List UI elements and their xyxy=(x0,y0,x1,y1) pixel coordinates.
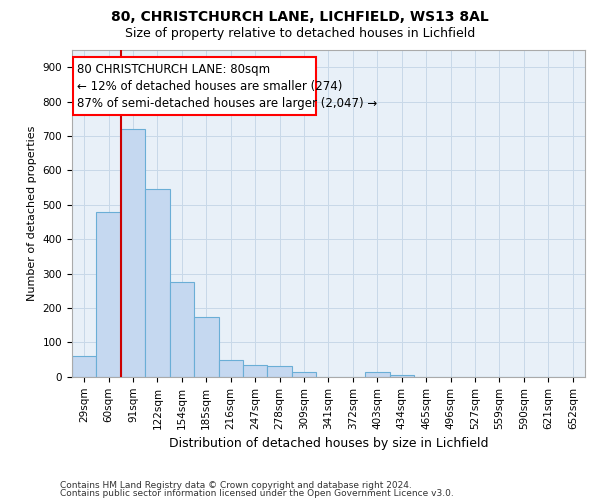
Text: Contains HM Land Registry data © Crown copyright and database right 2024.: Contains HM Land Registry data © Crown c… xyxy=(60,481,412,490)
FancyBboxPatch shape xyxy=(73,57,316,116)
Bar xyxy=(365,372,389,377)
Bar xyxy=(389,375,414,377)
Text: 80, CHRISTCHURCH LANE, LICHFIELD, WS13 8AL: 80, CHRISTCHURCH LANE, LICHFIELD, WS13 8… xyxy=(111,10,489,24)
Bar xyxy=(97,212,121,377)
Bar xyxy=(170,282,194,377)
Bar xyxy=(268,366,292,377)
Text: Size of property relative to detached houses in Lichfield: Size of property relative to detached ho… xyxy=(125,28,475,40)
Bar xyxy=(218,360,243,377)
Bar xyxy=(121,129,145,377)
Text: Contains public sector information licensed under the Open Government Licence v3: Contains public sector information licen… xyxy=(60,489,454,498)
Bar xyxy=(243,365,268,377)
Bar xyxy=(292,372,316,377)
Bar xyxy=(194,316,218,377)
Bar xyxy=(145,190,170,377)
Text: 80 CHRISTCHURCH LANE: 80sqm
← 12% of detached houses are smaller (274)
87% of se: 80 CHRISTCHURCH LANE: 80sqm ← 12% of det… xyxy=(77,62,377,110)
Bar xyxy=(72,356,97,377)
X-axis label: Distribution of detached houses by size in Lichfield: Distribution of detached houses by size … xyxy=(169,437,488,450)
Y-axis label: Number of detached properties: Number of detached properties xyxy=(27,126,37,301)
